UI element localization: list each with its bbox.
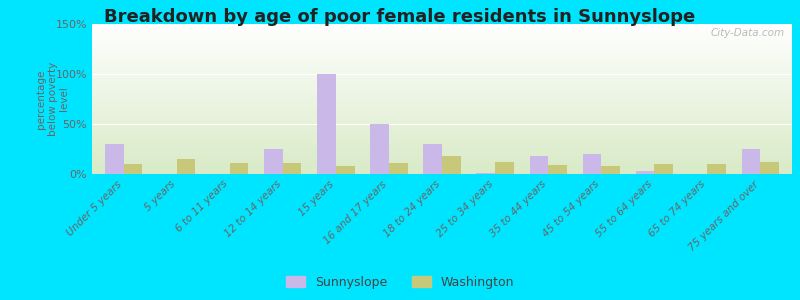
Bar xyxy=(283,163,302,174)
Bar xyxy=(742,149,760,174)
Bar xyxy=(389,163,407,174)
Bar xyxy=(423,144,442,174)
Bar xyxy=(230,163,249,174)
Bar xyxy=(370,124,389,174)
Bar xyxy=(760,162,778,174)
Bar xyxy=(124,164,142,174)
Bar xyxy=(442,156,461,174)
Bar xyxy=(336,166,354,174)
Bar xyxy=(177,159,195,174)
Text: Breakdown by age of poor female residents in Sunnyslope: Breakdown by age of poor female resident… xyxy=(104,8,696,26)
Bar xyxy=(654,164,673,174)
Bar xyxy=(582,154,601,174)
Bar xyxy=(264,149,283,174)
Bar xyxy=(477,173,495,174)
Bar xyxy=(106,144,124,174)
Bar xyxy=(530,156,548,174)
Bar xyxy=(601,166,620,174)
Text: City-Data.com: City-Data.com xyxy=(711,28,785,38)
Bar xyxy=(318,74,336,174)
Y-axis label: percentage
below poverty
level: percentage below poverty level xyxy=(36,62,70,136)
Legend: Sunnyslope, Washington: Sunnyslope, Washington xyxy=(281,271,519,294)
Bar xyxy=(548,165,566,174)
Bar xyxy=(635,171,654,174)
Bar xyxy=(707,164,726,174)
Bar xyxy=(495,162,514,174)
